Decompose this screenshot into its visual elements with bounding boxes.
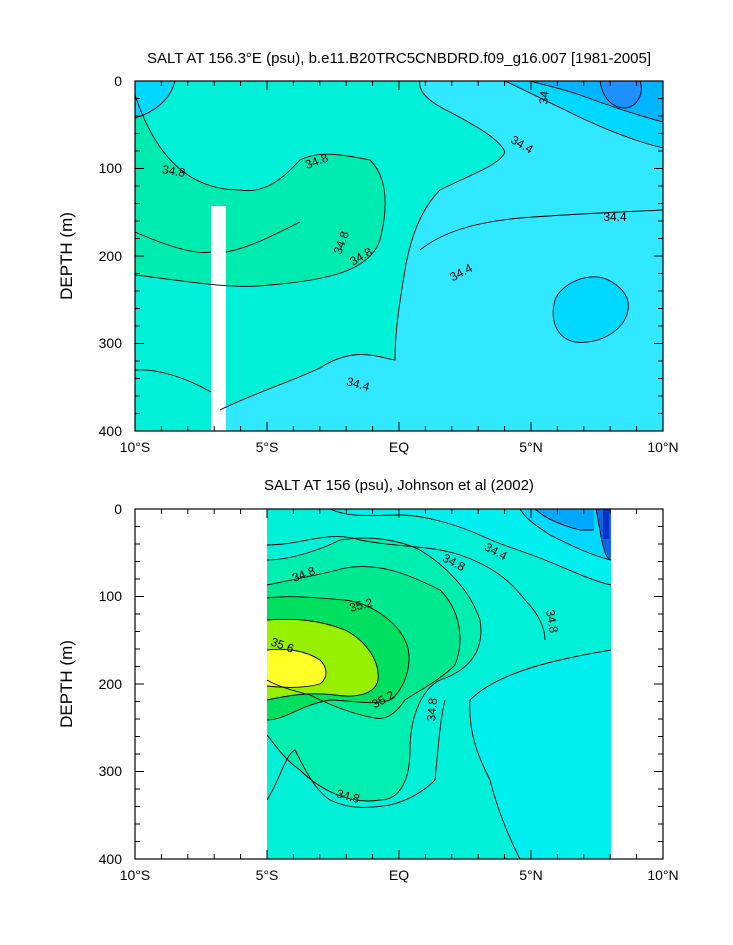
contour-label: 34.8 bbox=[335, 786, 361, 806]
chart-bottom-x-tick-label: 5°N bbox=[519, 867, 543, 883]
bot-contour-line bbox=[267, 536, 546, 641]
chart-top-x-tick-label: 10°S bbox=[120, 439, 151, 455]
chart-bottom-title: SALT AT 156 (psu), Johnson et al (2002) bbox=[264, 477, 534, 494]
top-contour-line bbox=[419, 209, 663, 251]
bot-contour-line bbox=[267, 618, 379, 701]
chart-bottom-y-tick-label: 300 bbox=[99, 763, 123, 779]
chart-top-fill bbox=[135, 81, 663, 431]
top-contour-line bbox=[225, 221, 301, 253]
bot-contour-line bbox=[469, 649, 611, 701]
bot-contour-line bbox=[267, 648, 327, 688]
chart-bottom-contour-lines bbox=[267, 509, 611, 859]
contour-label: 34.8 bbox=[543, 609, 561, 635]
chart-top-title: SALT AT 156.3°E (psu), b.e11.B20TRC5CNBD… bbox=[147, 50, 651, 67]
chart-top-y-tick-label: 0 bbox=[114, 73, 122, 89]
contour-label: 34 bbox=[536, 90, 551, 105]
bot-contour-line bbox=[534, 509, 594, 531]
top-missing-column bbox=[211, 206, 226, 431]
chart-bottom-x-tick-label: 5°S bbox=[256, 867, 279, 883]
chart-top-contour-lines bbox=[135, 81, 663, 411]
chart-top-y-tick-label: 200 bbox=[99, 248, 123, 264]
chart-bottom-contour-labels: 34.8 34.8 34.4 35.2 35.6 35.2 34.8 34.8 … bbox=[269, 540, 561, 806]
bot-contour-line bbox=[595, 509, 611, 561]
chart-bottom-y-tick-label: 400 bbox=[99, 851, 123, 867]
bot-band-lt-34.0-core bbox=[603, 509, 609, 539]
chart-top-x-tick-label: 5°N bbox=[519, 439, 543, 455]
chart-top-ylabel: DEPTH (m) bbox=[57, 212, 76, 300]
top-subsurface-min bbox=[553, 276, 629, 343]
top-contour-line bbox=[504, 81, 663, 149]
bot-contour-line bbox=[329, 509, 611, 586]
contour-label: 34.8 bbox=[424, 697, 440, 722]
chart-top: SALT AT 156.3°E (psu), b.e11.B20TRC5CNBD… bbox=[57, 50, 679, 455]
top-band-33.8-34.0 bbox=[600, 81, 642, 108]
top-contour-line bbox=[135, 369, 212, 393]
chart-top-x-tick-label: 10°N bbox=[647, 439, 678, 455]
chart-bottom: SALT AT 156 (psu), Johnson et al (2002) bbox=[57, 477, 679, 883]
bot-band-35.6-35.8 bbox=[267, 649, 326, 688]
top-corner-patch bbox=[135, 81, 175, 118]
chart-bottom-tick-marks bbox=[134, 508, 664, 860]
bot-contour-line bbox=[519, 509, 611, 561]
top-contour-line bbox=[219, 81, 506, 411]
contour-label: 35.2 bbox=[348, 595, 374, 615]
bot-contour-line bbox=[267, 749, 436, 808]
chart-top-tick-marks bbox=[134, 80, 664, 432]
top-contour-line bbox=[135, 94, 386, 287]
chart-top-axes: 10°S 5°S EQ 5°N 10°N 0 100 200 300 400 D… bbox=[57, 73, 679, 455]
chart-bottom-y-tick-label: 100 bbox=[99, 588, 123, 604]
chart-top-y-tick-label: 400 bbox=[99, 423, 123, 439]
chart-bottom-fill bbox=[267, 509, 611, 859]
contour-label: 34.4 bbox=[603, 210, 627, 224]
chart-bottom-x-tick-label: 10°N bbox=[647, 867, 678, 883]
bot-contour-line bbox=[267, 566, 461, 719]
chart-top-x-tick-label: 5°S bbox=[256, 439, 279, 455]
chart-bottom-x-tick-label: 10°S bbox=[120, 867, 151, 883]
chart-bottom-y-tick-label: 0 bbox=[114, 501, 122, 517]
chart-bottom-y-tick-label: 200 bbox=[99, 676, 123, 692]
chart-bottom-ylabel: DEPTH (m) bbox=[57, 640, 76, 728]
chart-top-y-tick-label: 300 bbox=[99, 335, 123, 351]
bot-band-34.4-34.6-deep bbox=[469, 650, 611, 859]
contour-label: 34.8 bbox=[161, 162, 187, 180]
bot-contour-line bbox=[267, 537, 482, 802]
bot-contour-line bbox=[469, 699, 521, 859]
top-band-34.8-35.0 bbox=[135, 95, 386, 287]
chart-top-y-tick-label: 100 bbox=[99, 160, 123, 176]
chart-top-x-tick-label: EQ bbox=[389, 439, 409, 455]
chart-bottom-axes: 10°S 5°S EQ 5°N 10°N 0 100 200 300 400 D… bbox=[57, 501, 679, 883]
top-contour-line bbox=[135, 231, 212, 253]
top-contour-line bbox=[599, 81, 642, 109]
contour-label: 34.4 bbox=[345, 374, 371, 394]
bot-contour-line bbox=[267, 596, 410, 721]
top-contour-line bbox=[529, 81, 663, 123]
chart-bottom-x-tick-label: EQ bbox=[389, 867, 409, 883]
top-contour-line bbox=[552, 276, 629, 343]
bot-band-34.0-34.2 bbox=[535, 509, 594, 530]
bot-contour-line bbox=[434, 699, 446, 781]
